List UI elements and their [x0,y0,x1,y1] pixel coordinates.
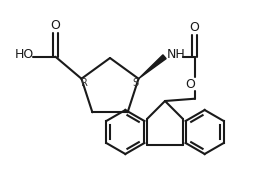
Text: S: S [133,78,139,88]
Text: NH: NH [167,48,186,61]
Text: O: O [189,21,199,34]
Text: R: R [81,78,88,88]
Text: O: O [186,78,196,91]
Text: HO: HO [15,48,34,61]
Polygon shape [139,55,166,79]
Text: O: O [51,19,60,32]
